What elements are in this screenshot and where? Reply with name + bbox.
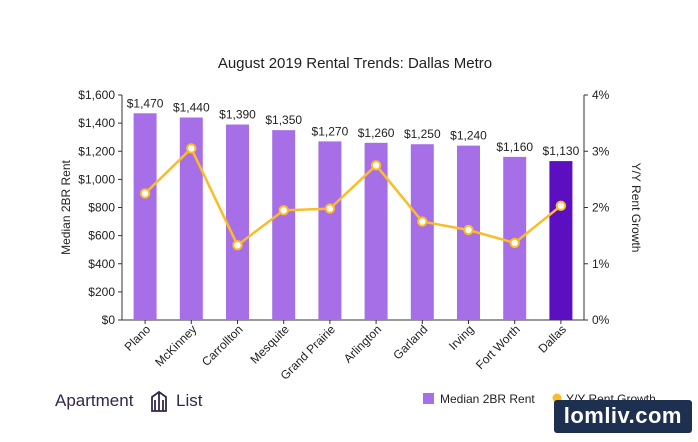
bar-data-label: $1,160 [496, 140, 533, 154]
y-tick-label: $200 [88, 285, 115, 299]
x-tick-label: Dallas [536, 322, 569, 355]
chart-title: August 2019 Rental Trends: Dallas Metro [218, 55, 492, 72]
x-tick-label: Arlington [341, 322, 384, 365]
y-tick-label: $800 [88, 201, 115, 215]
x-tick-label: Irving [446, 322, 477, 353]
logo-text-list: List [176, 391, 203, 410]
logo-text-apartment: Apartment [55, 391, 134, 410]
growth-point [278, 205, 289, 216]
bar [179, 117, 203, 320]
y-tick-label: $1,600 [78, 88, 115, 102]
bar-data-label: $1,250 [404, 127, 441, 141]
watermark-badge: lomliv.com [553, 400, 692, 433]
y2-axis-title: Y/Y Rent Growth [629, 163, 643, 253]
legend-label-rent: Median 2BR Rent [440, 392, 535, 406]
bar [410, 144, 434, 320]
legend: Median 2BR Rent Y/Y Rent Growth [423, 392, 656, 406]
x-tick-label: Mesquite [247, 322, 292, 367]
growth-point [324, 203, 336, 214]
y-tick-label: $1,000 [78, 172, 115, 186]
y-tick-label: $1,200 [78, 144, 115, 158]
y-tick-label: $400 [88, 257, 115, 271]
y-tick-label: $0 [102, 313, 116, 327]
bar-data-label: $1,240 [450, 129, 487, 143]
bar-data-label: $1,390 [219, 108, 256, 122]
y-axis-title: Median 2BR Rent [59, 159, 73, 254]
growth-point [139, 188, 151, 199]
bar-data-label: $1,260 [358, 126, 395, 140]
building-logo-icon [151, 390, 167, 412]
growth-point [555, 200, 567, 212]
y-tick-label: $600 [88, 229, 115, 243]
growth-point [232, 239, 243, 251]
bar-data-label: $1,270 [312, 124, 349, 138]
x-tick-label: Garland [390, 322, 430, 362]
growth-point [370, 160, 382, 171]
bar [226, 124, 249, 320]
bar-data-label: $1,470 [127, 96, 164, 110]
bar [364, 142, 388, 320]
legend-swatch-rent [423, 393, 434, 404]
bar-data-label: $1,130 [543, 144, 580, 158]
bar [549, 161, 573, 320]
growth-point [509, 237, 520, 249]
x-tick-label: Fort Worth [473, 322, 523, 372]
bar-data-label: $1,440 [173, 101, 210, 115]
y2-tick-label: 2% [592, 201, 610, 215]
line-series [139, 143, 567, 251]
y2-tick-label: 1% [592, 257, 610, 271]
y2-tick-label: 3% [592, 144, 610, 158]
x-tick-label: Carrollton [199, 322, 246, 369]
x-tick-label: McKinney [152, 322, 199, 369]
growth-point [417, 216, 428, 227]
y2-tick-label: 4% [592, 88, 610, 102]
growth-point [186, 143, 197, 154]
bar-data-labels: $1,470 $1,440 $1,390 $1,350 $1,270 $1,260 $1,2… [127, 96, 580, 158]
y-tick-label: $1,400 [78, 116, 115, 130]
apartment-list-logo: Apartment List [55, 390, 203, 412]
y2-tick-label: 0% [592, 313, 610, 327]
bar [272, 130, 296, 320]
bar [318, 141, 342, 320]
growth-point [463, 224, 474, 236]
growth-line [144, 147, 562, 247]
bar [133, 113, 157, 320]
bar-data-label: $1,350 [265, 113, 302, 127]
x-tick-label: Plano [122, 322, 154, 354]
